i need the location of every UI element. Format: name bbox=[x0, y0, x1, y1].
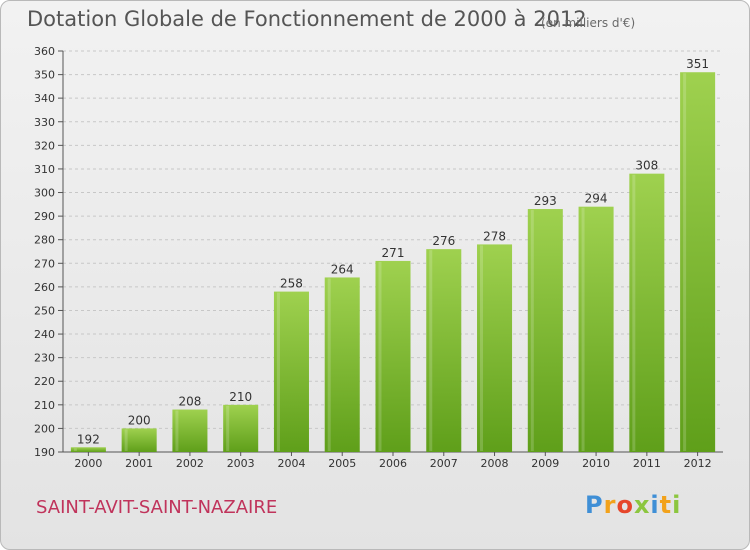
bar-2003 bbox=[223, 404, 259, 452]
value-label: 210 bbox=[229, 390, 252, 404]
bar-2005 bbox=[324, 277, 360, 452]
logo-letter: i bbox=[650, 491, 660, 519]
bar-layer bbox=[70, 72, 716, 453]
bar-highlight bbox=[327, 278, 331, 451]
bar-highlight bbox=[276, 292, 280, 451]
commune-name: SAINT-AVIT-SAINT-NAZAIRE bbox=[36, 497, 278, 518]
bar-2001 bbox=[121, 428, 157, 452]
y-tick-label: 360 bbox=[34, 45, 55, 58]
x-tick-label: 2000 bbox=[74, 457, 102, 470]
bar-2006 bbox=[375, 260, 411, 452]
value-label: 271 bbox=[382, 246, 405, 260]
logo-letter: t bbox=[659, 491, 673, 519]
y-tick-label: 310 bbox=[34, 163, 55, 176]
y-tick-label: 340 bbox=[34, 92, 55, 105]
y-tick-label: 250 bbox=[34, 304, 55, 317]
bar-2011 bbox=[629, 173, 665, 453]
bar-highlight bbox=[632, 174, 636, 452]
y-tick-label: 220 bbox=[34, 375, 55, 388]
bar-highlight bbox=[683, 73, 687, 452]
bar-highlight bbox=[175, 410, 179, 451]
value-label: 264 bbox=[331, 262, 354, 276]
x-tick-label: 2010 bbox=[582, 457, 610, 470]
bar-highlight bbox=[429, 250, 433, 451]
value-label: 294 bbox=[585, 192, 608, 206]
y-tick-label: 230 bbox=[34, 352, 55, 365]
bar-2010 bbox=[578, 206, 614, 452]
value-label: 293 bbox=[534, 194, 557, 208]
logo-letter: r bbox=[603, 491, 617, 519]
logo-letter: P bbox=[585, 491, 604, 519]
bar-highlight bbox=[480, 245, 484, 451]
bar-highlight bbox=[73, 448, 77, 451]
x-tick-label: 2006 bbox=[379, 457, 407, 470]
x-tick-label: 2008 bbox=[481, 457, 509, 470]
y-tick-label: 200 bbox=[34, 422, 55, 435]
y-tick-label: 240 bbox=[34, 328, 55, 341]
y-tick-label: 210 bbox=[34, 399, 55, 412]
bar-2002 bbox=[172, 409, 208, 452]
x-tick-label: 2009 bbox=[531, 457, 559, 470]
value-label: 258 bbox=[280, 277, 303, 291]
x-tick-label: 2003 bbox=[227, 457, 255, 470]
y-tick-label: 260 bbox=[34, 281, 55, 294]
bar-2012 bbox=[680, 72, 716, 453]
bar-2000 bbox=[70, 447, 106, 452]
bar-highlight bbox=[581, 207, 585, 451]
value-label: 308 bbox=[635, 159, 658, 173]
y-tick-label: 270 bbox=[34, 257, 55, 270]
x-tick-label: 2012 bbox=[684, 457, 712, 470]
axis-layer: 190 200 210 220 230 240 250 260 270 280 290 300 310 3… bbox=[34, 45, 723, 470]
value-label: 351 bbox=[686, 57, 709, 71]
x-tick-label: 2005 bbox=[328, 457, 356, 470]
label-layer: 192 200 208 210 258 264 271 276 278 293 294 308 351 bbox=[77, 57, 709, 446]
value-label: 276 bbox=[432, 234, 455, 248]
y-tick-label: 330 bbox=[34, 116, 55, 129]
bar-highlight bbox=[378, 261, 382, 451]
logo-letter: o bbox=[616, 491, 634, 519]
chart-title: Dotation Globale de Fonctionnement de 20… bbox=[27, 7, 587, 31]
bar-2007 bbox=[426, 249, 462, 452]
logo-letter: x bbox=[633, 491, 651, 519]
y-tick-label: 190 bbox=[34, 446, 55, 459]
x-tick-label: 2002 bbox=[176, 457, 204, 470]
bar-highlight bbox=[226, 405, 230, 451]
chart-subtitle: (en milliers d'€) bbox=[541, 16, 636, 30]
bar-highlight bbox=[530, 210, 534, 451]
y-tick-label: 320 bbox=[34, 139, 55, 152]
value-label: 200 bbox=[128, 413, 151, 427]
x-tick-label: 2011 bbox=[633, 457, 661, 470]
y-tick-label: 280 bbox=[34, 234, 55, 247]
bar-highlight bbox=[124, 429, 128, 451]
y-tick-label: 350 bbox=[34, 69, 55, 82]
y-tick-label: 300 bbox=[34, 187, 55, 200]
bar-2008 bbox=[477, 244, 513, 452]
x-tick-label: 2001 bbox=[125, 457, 153, 470]
x-tick-label: 2007 bbox=[430, 457, 458, 470]
y-tick-label: 290 bbox=[34, 210, 55, 223]
logo-letter: i bbox=[672, 491, 682, 519]
bar-2004 bbox=[273, 291, 309, 452]
value-label: 192 bbox=[77, 432, 100, 446]
x-tick-label: 2004 bbox=[277, 457, 305, 470]
value-label: 208 bbox=[178, 395, 201, 409]
proxiti-logo: Proxiti bbox=[585, 491, 681, 519]
value-label: 278 bbox=[483, 229, 506, 243]
bar-2009 bbox=[527, 209, 563, 452]
